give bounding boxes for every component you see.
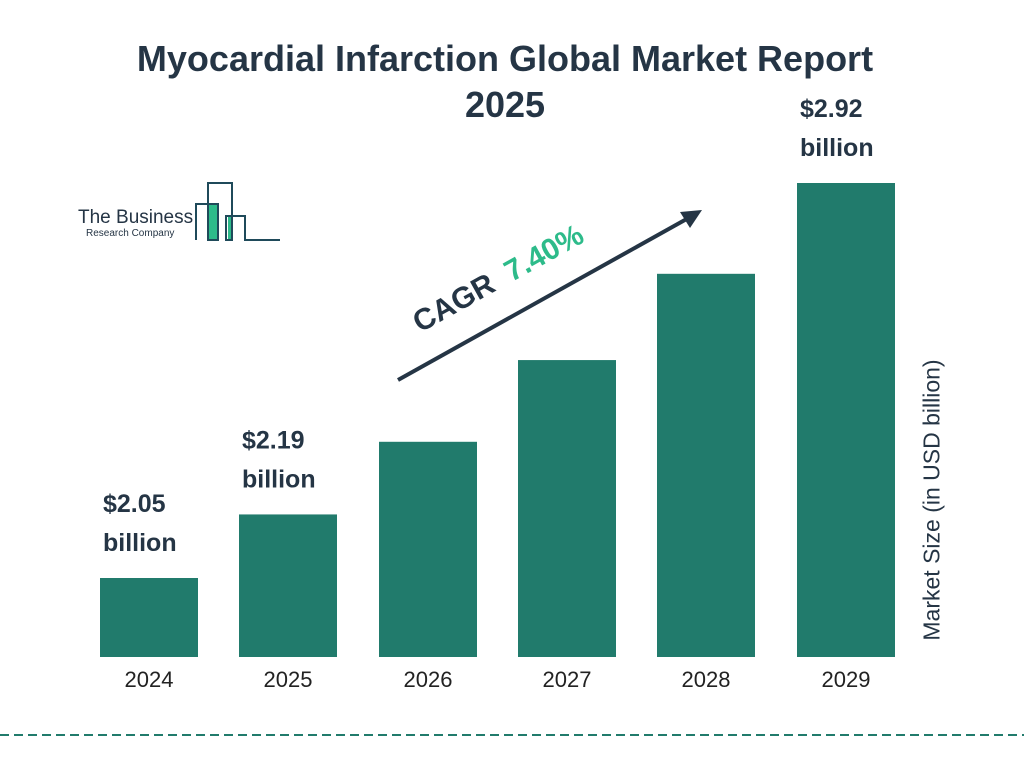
- cagr-arrow-line: [397, 214, 693, 382]
- x-tick-label: 2026: [404, 667, 453, 692]
- data-label-value: $2.05: [103, 490, 166, 518]
- svg-text:CAGR 7.40%: CAGR 7.40%: [407, 218, 589, 339]
- logo-bar-2: [228, 216, 233, 240]
- bar-2026: [379, 441, 477, 657]
- cagr-arrow-head-icon: [680, 210, 702, 228]
- x-tick-label: 2024: [125, 667, 174, 692]
- bar-2027: [518, 360, 616, 657]
- logo-bar-1: [209, 204, 218, 240]
- data-label-unit: billion: [800, 134, 874, 162]
- logo-text-1: The Business: [78, 207, 193, 228]
- cagr-annotation: CAGR 7.40%: [397, 210, 702, 382]
- x-tick-label: 2029: [822, 667, 871, 692]
- x-tick-label: 2025: [264, 667, 313, 692]
- logo-text-2: Research Company: [86, 228, 174, 239]
- logo-outline: [195, 182, 280, 241]
- bar-2029: [797, 183, 895, 657]
- bar-2028: [657, 273, 755, 657]
- title-line-1: Myocardial Infarction Global Market Repo…: [136, 38, 874, 79]
- x-tick-label: 2027: [543, 667, 592, 692]
- logo: The Business Research Company: [78, 182, 280, 241]
- y-axis-label: Market Size (in USD billion): [918, 359, 945, 641]
- bar-2024: [100, 578, 198, 657]
- data-label-value: $2.19: [242, 426, 305, 454]
- data-label-value: $2.92: [800, 95, 863, 123]
- cagr-value: 7.40%: [499, 218, 589, 288]
- data-label-unit: billion: [242, 465, 316, 493]
- x-tick-label: 2028: [682, 667, 731, 692]
- chart-title: Myocardial Infarction Global Market Repo…: [0, 36, 1010, 128]
- data-label-unit: billion: [103, 529, 177, 557]
- bar-2025: [239, 514, 337, 657]
- title-line-2: 2025: [464, 84, 546, 125]
